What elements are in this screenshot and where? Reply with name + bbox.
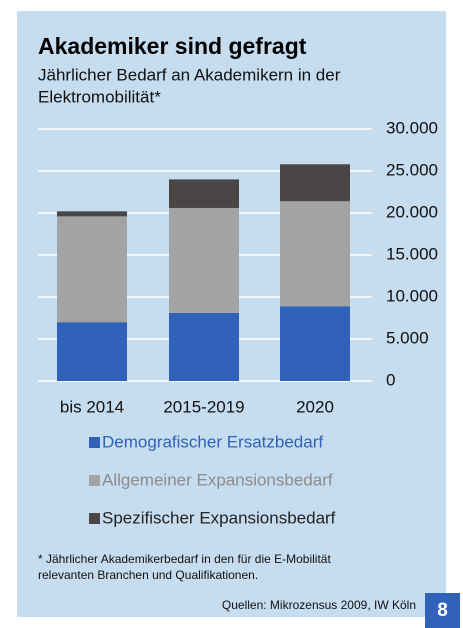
bar-segment <box>57 322 127 381</box>
y-tick-label: 10.000 <box>386 286 438 305</box>
y-tick-label: 5.000 <box>386 328 429 347</box>
bar-segment <box>57 211 127 217</box>
bar-segment <box>280 306 350 381</box>
x-tick-label: bis 2014 <box>60 397 124 416</box>
footnote: relevanten Branchen und Qualifikationen. <box>38 568 258 582</box>
y-tick-label: 0 <box>386 370 395 389</box>
bar-segment <box>169 312 239 381</box>
badge: 8 <box>437 600 448 621</box>
chart-title: Akademiker sind gefragt <box>38 33 307 59</box>
subtitle: Jährlicher Bedarf an Akademikern in der <box>38 65 341 84</box>
legend-swatch <box>89 475 100 486</box>
bar-segment <box>280 164 350 202</box>
legend-label: Spezifischer Expansionsbedarf <box>102 508 336 527</box>
subtitle: Elektromobilität* <box>38 87 161 106</box>
source: Quellen: Mikrozensus 2009, IW Köln <box>222 598 416 612</box>
legend-swatch <box>89 513 100 524</box>
bar-segment <box>280 201 350 307</box>
x-tick-label: 2015-2019 <box>163 397 244 416</box>
y-tick-label: 15.000 <box>386 244 438 263</box>
bar-segment <box>169 207 239 313</box>
bar-segment <box>169 179 239 208</box>
bar-segment <box>57 216 127 323</box>
y-tick-label: 30.000 <box>386 118 438 137</box>
x-tick-label: 2020 <box>296 397 334 416</box>
badge-box <box>425 593 460 628</box>
footnote: * Jährlicher Akademikerbedarf in den für… <box>38 552 331 566</box>
legend-label: Allgemeiner Expansionsbedarf <box>102 470 333 489</box>
y-tick-label: 20.000 <box>386 202 438 221</box>
legend-swatch <box>89 437 100 448</box>
legend-label: Demografischer Ersatzbedarf <box>102 432 323 451</box>
y-tick-label: 25.000 <box>386 160 438 179</box>
